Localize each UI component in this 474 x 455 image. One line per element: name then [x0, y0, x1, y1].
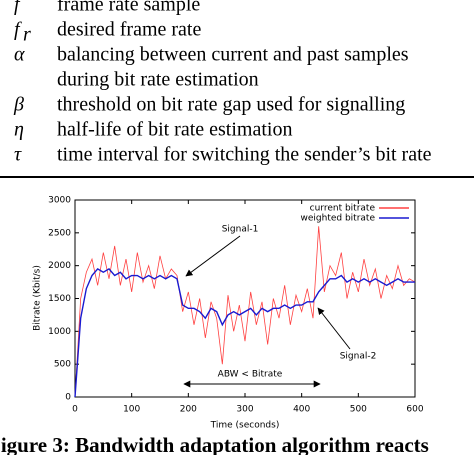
x-tick-label: 500 [350, 405, 367, 415]
annotation: Signal-2 [340, 352, 377, 362]
legend-label: weighted bitrate [301, 214, 376, 224]
description: desired frame rate [57, 19, 201, 41]
description: balancing between current and past sampl… [57, 44, 409, 66]
y-tick-label: 2500 [48, 228, 71, 238]
x-tick-label: 400 [293, 405, 310, 415]
description: half-life of bit rate estimation [57, 119, 292, 141]
y-tick-label: 1000 [48, 327, 71, 337]
annotation: ABW < Bitrate [218, 370, 283, 380]
x-axis-label: Time (seconds) [210, 421, 280, 431]
series-line [74, 268, 415, 398]
symbol: β [13, 94, 24, 116]
description: frame rate sample [57, 0, 200, 16]
arrow [185, 235, 241, 277]
legend-label: current bitrate [310, 204, 376, 214]
symbol: f [14, 0, 22, 16]
x-tick-label: 200 [180, 405, 197, 415]
series-line [74, 226, 416, 398]
x-tick-label: 600 [406, 405, 423, 415]
arrow [317, 307, 351, 350]
x-tick-label: 300 [236, 405, 253, 415]
y-tick-label: 500 [54, 360, 71, 370]
symbol: τ [14, 144, 22, 166]
y-tick-label: 3000 [48, 196, 71, 206]
y-tick-label: 2000 [48, 261, 71, 271]
y-axis-label: Bitrate (Kbit/s) [33, 265, 43, 331]
description: time interval for switching the sender’s… [57, 144, 432, 166]
x-tick-label: 100 [123, 405, 140, 415]
description: during bit rate estimation [57, 69, 259, 91]
y-tick-label: 1500 [48, 294, 71, 304]
x-tick-label: 0 [72, 405, 78, 415]
description: threshold on bit rate gap used for signa… [57, 94, 405, 116]
symbol-subscript: r [23, 24, 31, 46]
symbol: η [14, 119, 24, 141]
annotation: Signal-1 [222, 225, 259, 235]
symbol: α [14, 44, 25, 66]
y-tick-label: 0 [65, 393, 71, 403]
caption: Figure 3: Bandwidth adaptation algorithm… [0, 433, 429, 455]
symbol: f [14, 19, 22, 41]
